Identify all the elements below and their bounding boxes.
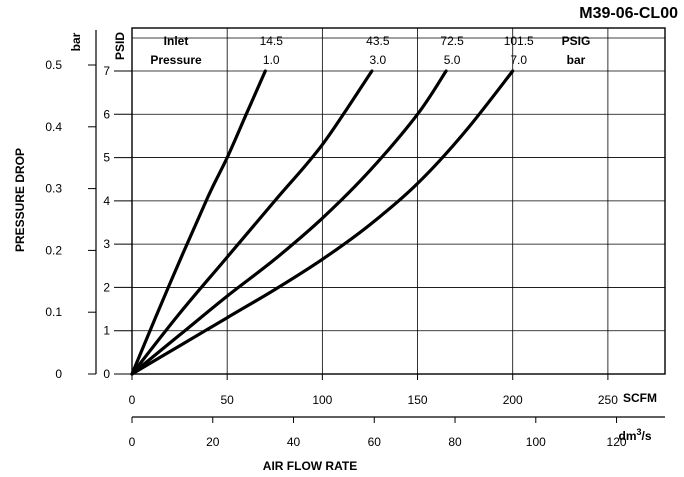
series-line bbox=[130, 69, 448, 376]
y-tick-label: 0 bbox=[103, 367, 110, 381]
x2-tick-label: 120 bbox=[607, 435, 627, 449]
y2-tick-label: 0.1 bbox=[45, 305, 62, 319]
x2-tick-label: 80 bbox=[448, 435, 462, 449]
x-tick-label: 50 bbox=[220, 393, 234, 407]
y2-tick-label: 0.3 bbox=[45, 182, 62, 196]
y-tick-label: 1 bbox=[103, 324, 110, 338]
axes: 0 1 2 3 4 5 6 7 0 0.1 0.2 0.3 0.4 0.5 0 50 100 150 200 250 0… bbox=[45, 30, 665, 449]
x-tick-label: 150 bbox=[408, 393, 428, 407]
y2-tick-label: 0.4 bbox=[45, 120, 62, 134]
y2-tick-label: 0.5 bbox=[45, 58, 62, 72]
x-axis-unit-scfm: SCFM bbox=[623, 391, 657, 405]
x2-axis-unit-dm3s: dm3/s bbox=[618, 427, 651, 443]
y2-tick-label: 0.2 bbox=[45, 243, 62, 257]
y-tick-label: 3 bbox=[103, 237, 110, 251]
chart-title: M39-06-CL00 bbox=[579, 5, 678, 22]
legend-bar-label: bar bbox=[567, 53, 586, 67]
y-tick-label: 5 bbox=[103, 151, 110, 165]
series-line bbox=[130, 69, 267, 376]
legend-psig-value: 101.5 bbox=[504, 34, 534, 48]
series-line bbox=[130, 69, 374, 376]
y-tick-label: 6 bbox=[103, 107, 110, 121]
legend-bar-value: 1.0 bbox=[263, 53, 280, 67]
inlet-pressure-legend: Inlet Pressure PSIG bar 14.5 1.0 43.5 3.0 72… bbox=[150, 34, 590, 67]
y2-axis-unit-bar: bar bbox=[69, 32, 83, 51]
legend-psig-value: 14.5 bbox=[260, 34, 284, 48]
x-axis-label: AIR FLOW RATE bbox=[263, 459, 357, 473]
x-tick-label: 250 bbox=[598, 393, 618, 407]
legend-psig-label: PSIG bbox=[562, 34, 591, 48]
legend-pressure-label: Pressure bbox=[150, 53, 202, 67]
x2-tick-label: 60 bbox=[368, 435, 382, 449]
legend-psig-value: 43.5 bbox=[366, 34, 390, 48]
legend-inlet-label: Inlet bbox=[164, 34, 189, 48]
x2-tick-label: 0 bbox=[129, 435, 136, 449]
x-tick-label: 200 bbox=[503, 393, 523, 407]
series-lines bbox=[130, 69, 515, 376]
y-axis-unit-psid: PSID bbox=[113, 32, 127, 60]
legend-psig-value: 72.5 bbox=[440, 34, 464, 48]
y-axis-label: PRESSURE DROP bbox=[13, 148, 27, 252]
x-tick-label: 0 bbox=[129, 393, 136, 407]
legend-bar-value: 5.0 bbox=[444, 53, 461, 67]
y-tick-label: 4 bbox=[103, 194, 110, 208]
y2-tick-label: 0 bbox=[55, 367, 62, 381]
y-tick-label: 2 bbox=[103, 280, 110, 294]
x2-tick-label: 100 bbox=[526, 435, 546, 449]
x2-tick-label: 20 bbox=[206, 435, 220, 449]
y-tick-label: 7 bbox=[103, 64, 110, 78]
series-line bbox=[130, 69, 515, 376]
x2-tick-label: 40 bbox=[287, 435, 301, 449]
x-tick-label: 100 bbox=[312, 393, 332, 407]
legend-bar-value: 3.0 bbox=[370, 53, 387, 67]
legend-bar-value: 7.0 bbox=[510, 53, 527, 67]
